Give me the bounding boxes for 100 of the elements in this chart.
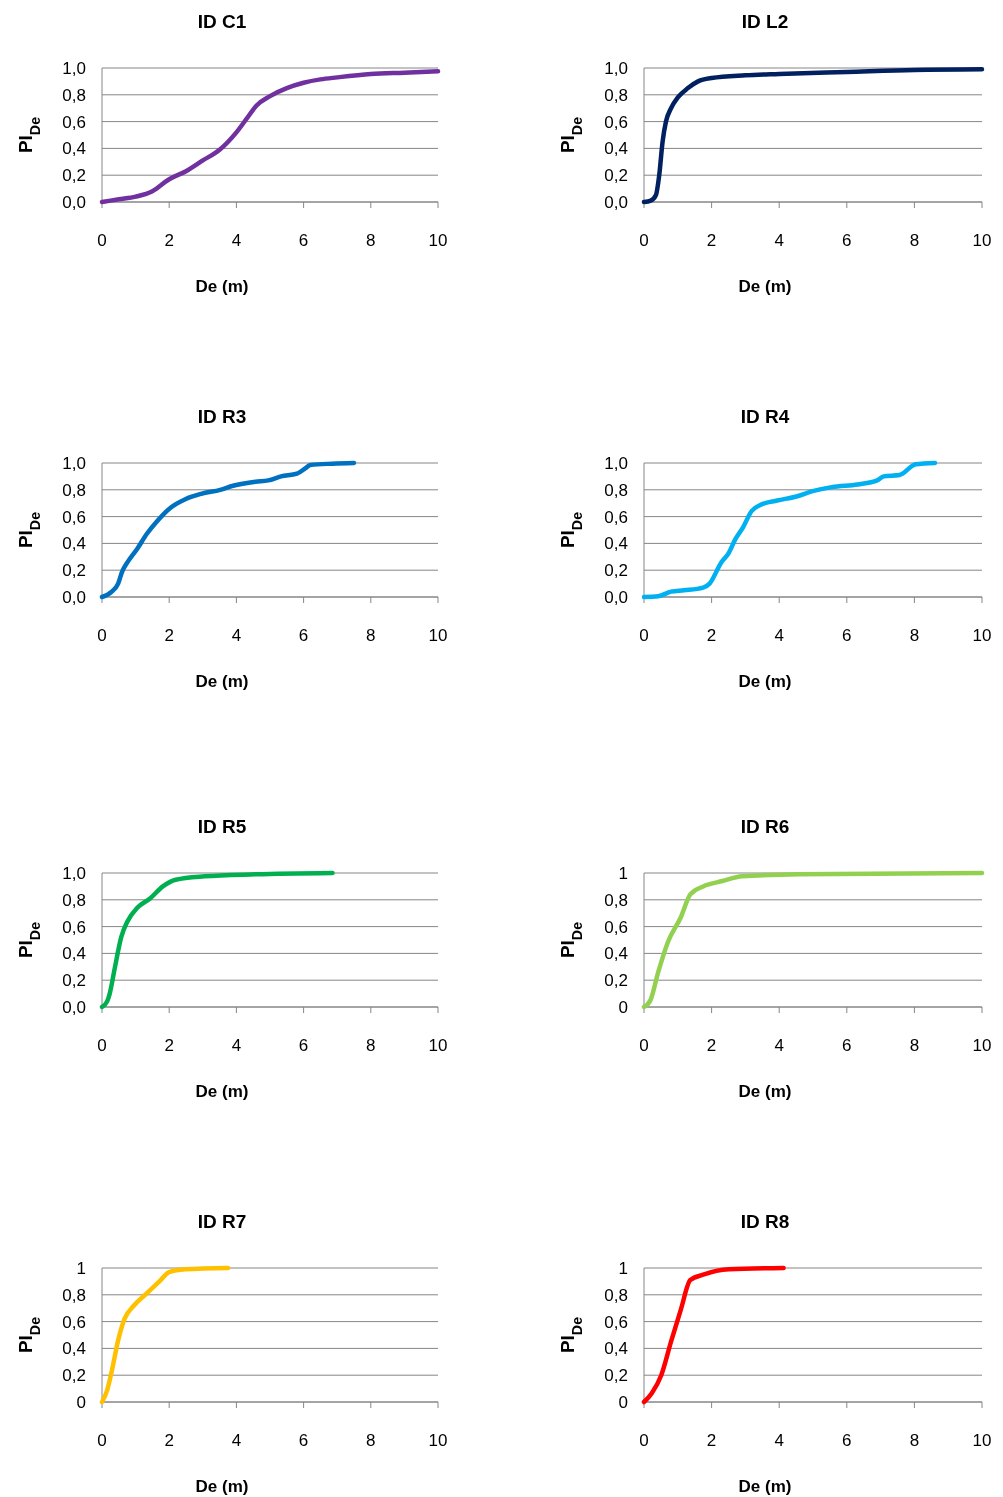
x-tick-label: 2 bbox=[706, 1431, 717, 1450]
x-tick-label: 4 bbox=[231, 1431, 242, 1450]
y-tick-label: 0,8 bbox=[604, 480, 628, 500]
x-axis-title: De (m) bbox=[195, 277, 249, 296]
y-tick-label: 0,0 bbox=[604, 193, 628, 212]
x-tick-label: 6 bbox=[842, 1431, 852, 1450]
y-tick-label: 0,2 bbox=[62, 971, 86, 991]
line-series bbox=[641, 870, 985, 1010]
y-tick-label: 1,0 bbox=[62, 454, 86, 473]
x-tick-label: 6 bbox=[298, 626, 309, 645]
y-tick-label: 0,6 bbox=[604, 507, 628, 527]
chart-title: ID L2 bbox=[741, 11, 789, 32]
x-axis-title: De (m) bbox=[195, 1477, 249, 1496]
x-tick-label: 10 bbox=[428, 626, 448, 645]
chart-title: ID R4 bbox=[740, 406, 790, 427]
y-tick-label: 0,4 bbox=[604, 139, 628, 159]
x-tick-label: 0 bbox=[639, 1036, 649, 1055]
y-tick-label: 0,2 bbox=[62, 561, 86, 581]
x-tick-label: 2 bbox=[164, 231, 174, 250]
y-tick-label: 0,6 bbox=[604, 917, 628, 937]
x-axis-title: De (m) bbox=[738, 277, 792, 296]
y-tick-label: 0,2 bbox=[604, 166, 628, 186]
x-axis-title: De (m) bbox=[738, 672, 792, 691]
y-tick-label: 0,4 bbox=[62, 139, 86, 159]
y-tick-label: 0,0 bbox=[604, 588, 628, 607]
y-tick-label: 0,8 bbox=[62, 1285, 86, 1305]
y-tick-label: 0,2 bbox=[604, 1366, 628, 1386]
x-tick-label: 8 bbox=[366, 626, 376, 645]
y-tick-label: 1,0 bbox=[62, 864, 86, 883]
y-tick-label: 1,0 bbox=[62, 59, 86, 78]
x-tick-label: 4 bbox=[774, 1036, 784, 1055]
y-tick-label: 0,8 bbox=[62, 480, 86, 500]
x-tick-label: 2 bbox=[164, 626, 174, 645]
y-tick-label: 0 bbox=[618, 1393, 628, 1412]
x-tick-label: 8 bbox=[909, 231, 920, 250]
x-tick-label: 8 bbox=[366, 1431, 376, 1450]
line-series bbox=[99, 69, 441, 205]
chart-title: ID R5 bbox=[197, 816, 247, 837]
x-tick-label: 8 bbox=[366, 231, 376, 250]
x-tick-label: 6 bbox=[298, 1036, 309, 1055]
y-tick-label: 0,0 bbox=[62, 588, 86, 607]
y-tick-label: 0,4 bbox=[62, 534, 86, 554]
y-tick-label: 0 bbox=[76, 1393, 86, 1412]
y-tick-label: 0,6 bbox=[604, 1312, 628, 1332]
y-tick-label: 0,0 bbox=[62, 193, 86, 212]
y-tick-label: 0,6 bbox=[62, 1312, 86, 1332]
y-tick-label: 0,8 bbox=[604, 1285, 628, 1305]
y-tick-label: 0,6 bbox=[604, 112, 628, 132]
y-tick-label: 1 bbox=[618, 1259, 628, 1278]
y-tick-label: 1 bbox=[618, 864, 628, 883]
x-tick-label: 2 bbox=[164, 1431, 174, 1450]
line-series bbox=[641, 460, 938, 600]
x-tick-label: 4 bbox=[774, 626, 784, 645]
x-tick-label: 10 bbox=[428, 1036, 448, 1055]
x-tick-label: 2 bbox=[164, 1036, 174, 1055]
y-tick-label: 0,8 bbox=[604, 890, 628, 910]
y-tick-label: 0,4 bbox=[62, 944, 86, 964]
x-tick-label: 6 bbox=[842, 1036, 852, 1055]
x-axis-title: De (m) bbox=[195, 672, 249, 691]
chart-title: ID R6 bbox=[740, 816, 790, 837]
y-tick-label: 0,4 bbox=[62, 1339, 86, 1359]
x-tick-label: 10 bbox=[428, 1431, 448, 1450]
y-tick-label: 0,6 bbox=[62, 507, 86, 527]
x-tick-label: 2 bbox=[706, 231, 717, 250]
chart-title: ID R8 bbox=[740, 1211, 790, 1232]
x-tick-label: 4 bbox=[231, 231, 242, 250]
y-tick-label: 0,6 bbox=[62, 917, 86, 937]
x-tick-label: 10 bbox=[428, 231, 448, 250]
x-tick-label: 0 bbox=[97, 1036, 107, 1055]
x-tick-label: 10 bbox=[972, 231, 992, 250]
x-tick-label: 10 bbox=[972, 1431, 992, 1450]
y-tick-label: 1 bbox=[76, 1259, 86, 1278]
x-tick-label: 4 bbox=[774, 231, 784, 250]
x-tick-label: 0 bbox=[97, 1431, 107, 1450]
y-tick-label: 0,2 bbox=[604, 971, 628, 991]
chart-title: ID C1 bbox=[197, 11, 247, 32]
y-tick-label: 1,0 bbox=[604, 454, 628, 473]
x-tick-label: 6 bbox=[842, 231, 852, 250]
x-tick-label: 6 bbox=[298, 1431, 309, 1450]
chart-title: ID R7 bbox=[197, 1211, 247, 1232]
x-tick-label: 4 bbox=[231, 626, 242, 645]
x-tick-label: 0 bbox=[97, 626, 107, 645]
y-tick-label: 0,8 bbox=[604, 85, 628, 105]
x-tick-label: 8 bbox=[909, 626, 920, 645]
y-tick-label: 0,2 bbox=[62, 166, 86, 186]
y-tick-label: 0,8 bbox=[62, 85, 86, 105]
chart-title: ID R3 bbox=[197, 406, 247, 427]
x-axis-title: De (m) bbox=[738, 1477, 792, 1496]
line-series bbox=[641, 67, 985, 205]
y-tick-label: 0,4 bbox=[604, 944, 628, 964]
x-tick-label: 6 bbox=[842, 626, 852, 645]
x-tick-label: 2 bbox=[706, 1036, 717, 1055]
x-tick-label: 4 bbox=[774, 1431, 784, 1450]
x-tick-label: 0 bbox=[639, 626, 649, 645]
x-tick-label: 8 bbox=[366, 1036, 376, 1055]
x-tick-label: 8 bbox=[909, 1036, 920, 1055]
x-tick-label: 10 bbox=[972, 626, 992, 645]
y-tick-label: 0,8 bbox=[62, 890, 86, 910]
y-tick-label: 0,2 bbox=[604, 561, 628, 581]
y-tick-label: 0,4 bbox=[604, 534, 628, 554]
